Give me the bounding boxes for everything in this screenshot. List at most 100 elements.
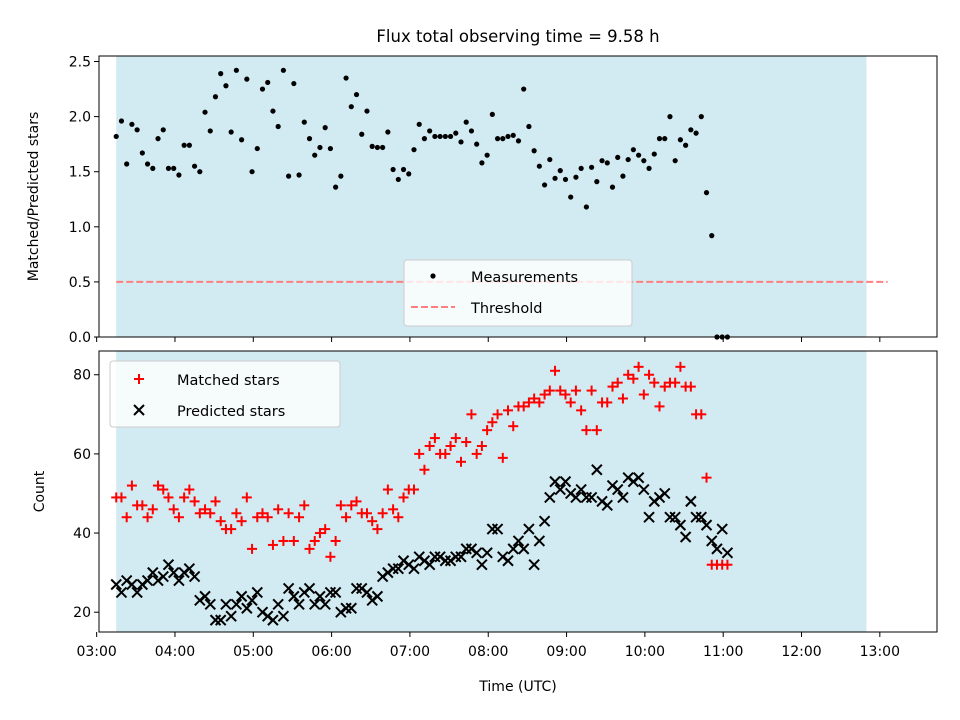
predicted-star-point — [214, 614, 227, 626]
measurement-point — [698, 114, 704, 120]
measurement-point — [536, 163, 542, 169]
matched-star-point — [617, 393, 628, 404]
matched-star-point — [503, 405, 514, 416]
matched-star-point — [638, 389, 649, 400]
measurement-point — [489, 111, 495, 118]
measurement-point — [129, 121, 135, 127]
measurement-point — [343, 75, 349, 81]
matched-star-point — [461, 437, 472, 448]
measurement-point — [599, 158, 605, 164]
measurement-point — [186, 142, 192, 148]
measurement-point — [249, 169, 255, 175]
predicted-star-point — [267, 614, 279, 626]
measurement-point — [442, 133, 448, 140]
measurement-point — [244, 76, 250, 82]
predicted-star-point — [679, 531, 692, 543]
matched-star-point — [210, 496, 221, 507]
predicted-star-point — [230, 598, 243, 611]
matched-star-point — [607, 381, 618, 392]
measurement-point — [510, 132, 516, 138]
predicted-star-point — [575, 483, 587, 496]
legend-threshold-label: Threshold — [470, 301, 542, 317]
measurement-point — [144, 161, 151, 167]
predicted-star-point — [690, 511, 702, 523]
predicted-star-point — [695, 511, 708, 523]
predicted-star-point — [199, 590, 211, 603]
predicted-star-point — [517, 543, 530, 555]
matched-star-point — [508, 421, 519, 432]
measurement-point — [191, 163, 198, 169]
predicted-star-point — [706, 535, 718, 547]
measurement-point — [677, 137, 683, 143]
measurement-point — [552, 175, 558, 181]
measurement-point — [604, 160, 610, 166]
matched-star-point — [701, 472, 712, 483]
matched-star-point — [236, 516, 247, 527]
x-tick-label: 10:00 — [625, 644, 665, 660]
predicted-star-point — [345, 602, 358, 614]
predicted-star-point — [350, 582, 363, 595]
matched-star-point — [283, 508, 294, 519]
predicted-star-point — [423, 559, 436, 571]
predicted-stars-points — [110, 464, 734, 626]
legend-predicted-marker — [133, 404, 145, 416]
y-tick-label: 0.5 — [69, 275, 91, 291]
measurement-point — [395, 176, 401, 183]
top-y-label: Matched/Predicted stars — [26, 112, 42, 282]
matched-star-point — [158, 484, 169, 495]
y-tick-label: 2.5 — [69, 55, 91, 71]
predicted-star-point — [554, 483, 566, 496]
measurement-point — [573, 174, 579, 180]
matched-star-point — [529, 393, 540, 404]
top-axes-frame — [98, 55, 938, 338]
legend-matched-label: Matched stars — [177, 373, 280, 389]
measurement-point — [625, 156, 631, 163]
measurement-point — [176, 172, 182, 178]
matched-star-point — [320, 524, 331, 535]
measurement-point — [317, 144, 323, 151]
measurement-point — [583, 204, 589, 210]
predicted-star-point — [711, 543, 723, 555]
matched-star-point — [377, 508, 388, 519]
measurement-point — [286, 173, 292, 179]
measurement-point — [479, 160, 485, 166]
measurement-point — [641, 158, 647, 164]
matched-star-point — [215, 516, 226, 527]
measurement-point — [301, 119, 307, 125]
measurement-point — [113, 133, 119, 140]
measurement-point — [693, 130, 699, 136]
predicted-star-point — [523, 523, 535, 535]
measurement-point — [369, 143, 375, 149]
measurement-point — [312, 152, 318, 158]
predicted-star-point — [309, 598, 321, 611]
legend-matched-marker — [134, 374, 144, 384]
matched-star-point — [696, 409, 707, 420]
predicted-star-point — [188, 570, 201, 583]
predicted-star-point — [450, 551, 462, 563]
matched-star-point — [231, 508, 242, 519]
matched-stars-points — [111, 361, 733, 570]
measurement-point — [374, 144, 381, 151]
measurement-point — [630, 147, 636, 153]
predicted-star-point — [183, 562, 196, 575]
measurement-point — [197, 169, 203, 175]
matched-star-point — [189, 496, 200, 507]
measurement-point — [484, 152, 490, 158]
bottom-legend: Matched stars Predicted stars — [109, 360, 341, 428]
measurement-point — [667, 114, 673, 120]
measurement-point — [709, 233, 715, 239]
predicted-star-point — [721, 547, 734, 559]
matched-star-point — [252, 512, 263, 523]
legend-measurements-label: Measurements — [471, 270, 578, 286]
predicted-star-point — [340, 602, 352, 614]
measurement-point — [139, 150, 145, 156]
measurement-point — [662, 136, 668, 142]
top-y-axis: 0.0 0.5 1.0 1.5 2.0 2.5 — [69, 55, 99, 346]
measurement-point — [233, 67, 239, 73]
predicted-star-point — [460, 543, 472, 555]
matched-star-point — [445, 440, 456, 451]
measurement-point — [427, 128, 433, 134]
predicted-star-point — [476, 559, 488, 571]
measurement-point — [620, 173, 626, 179]
